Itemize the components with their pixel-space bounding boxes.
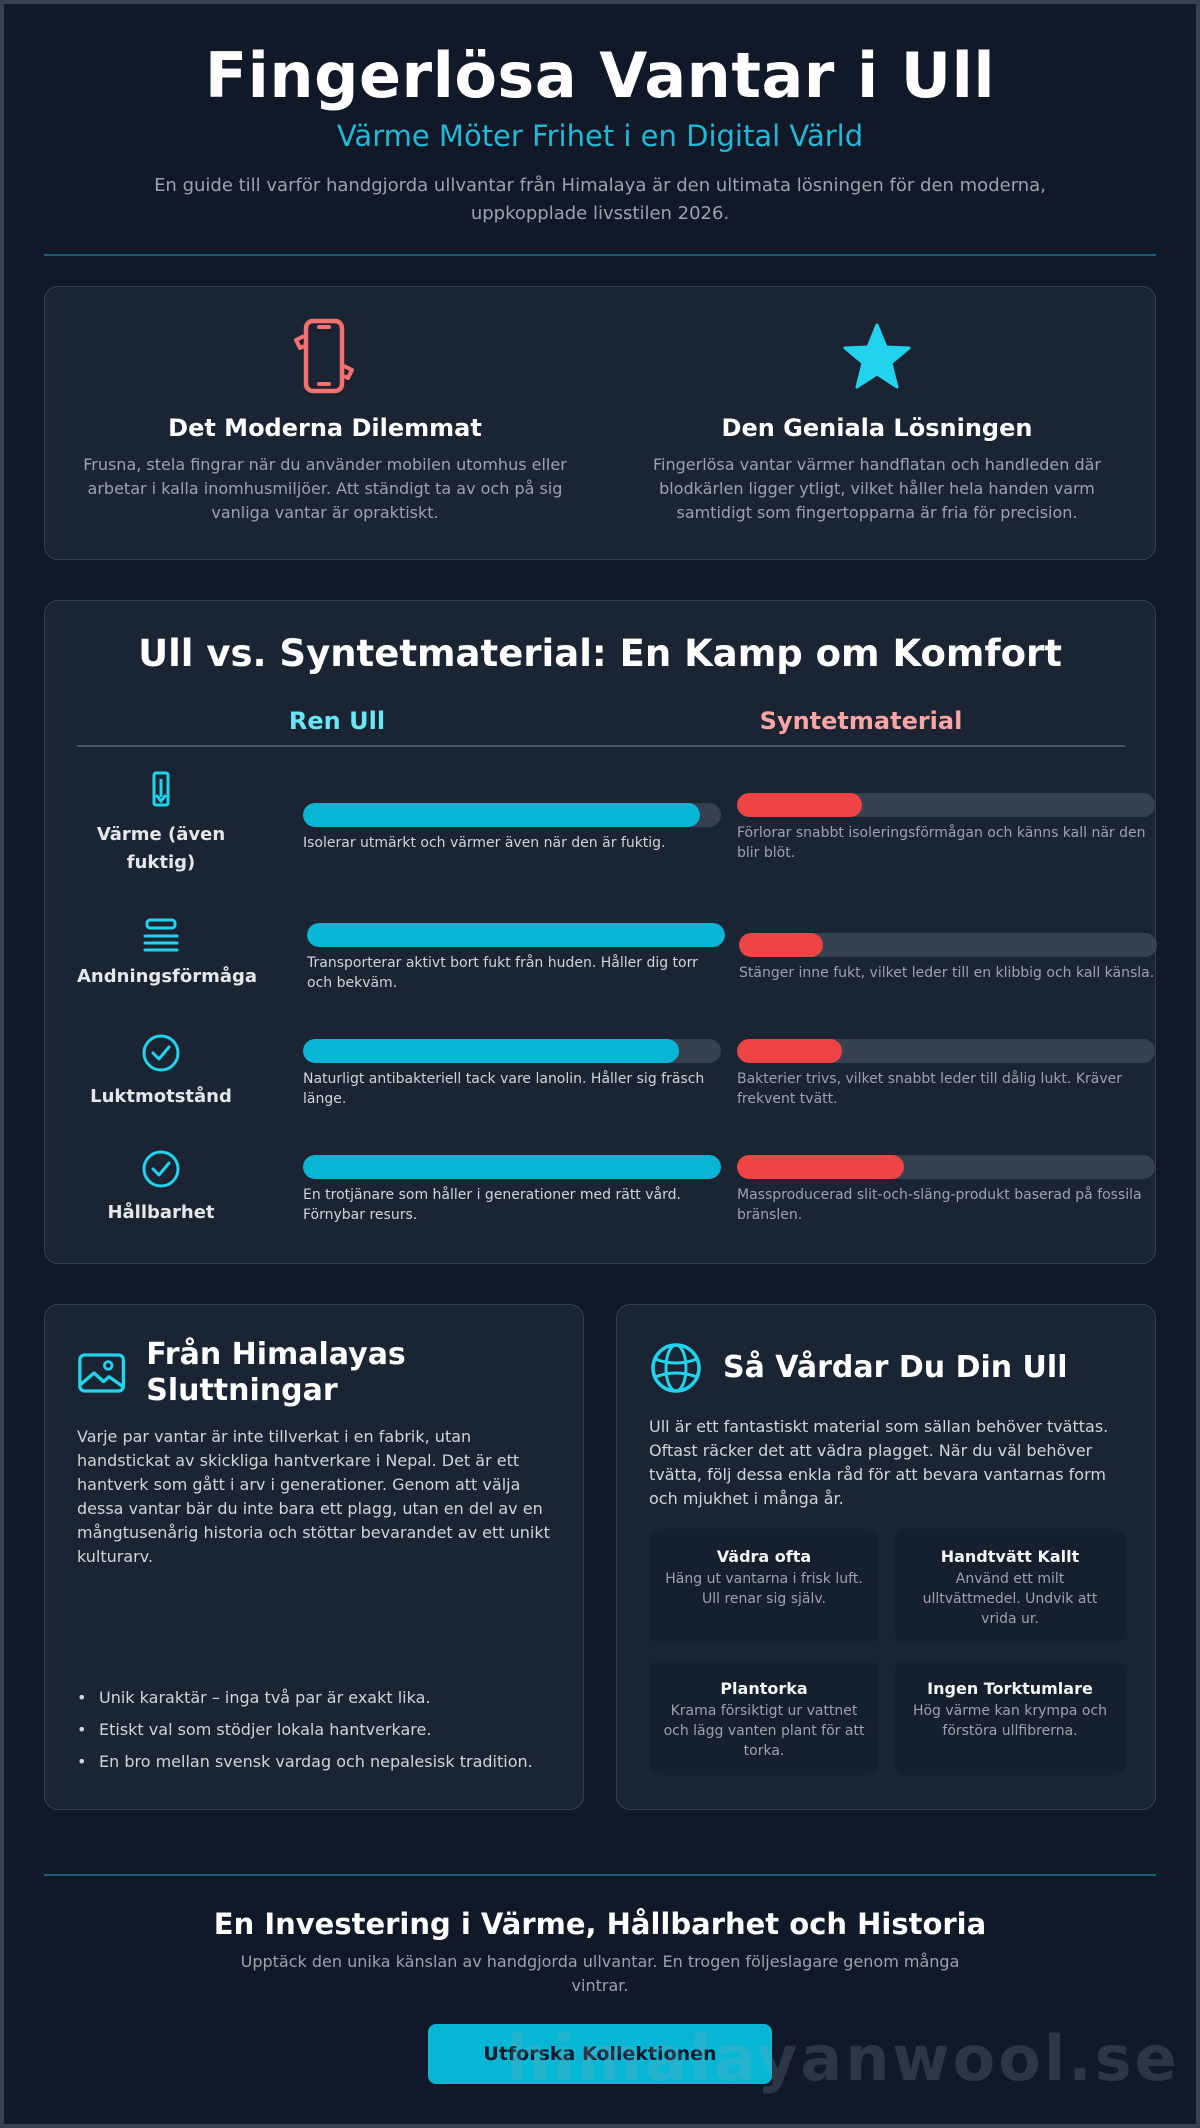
image-icon xyxy=(78,1353,126,1393)
care-tip: Handtvätt Kallt Använd ett milt ulltvätt… xyxy=(895,1529,1125,1643)
care-card: Så Vårdar Du Din Ull Ull är ett fantasti… xyxy=(616,1304,1156,1810)
synthetic-bar xyxy=(737,1155,1155,1179)
wool-description: Transporterar aktivt bort fukt från hude… xyxy=(307,955,698,991)
wool-cell: Isolerar utmärkt och värmer även när den… xyxy=(303,803,721,853)
row-label-text: Andningsförmåga xyxy=(77,966,258,987)
wool-bar xyxy=(303,803,721,827)
star-icon xyxy=(627,317,1127,397)
origin-card: Från Himalayas Sluttningar Varje par van… xyxy=(44,1304,584,1810)
comparison-card: Ull vs. Syntetmaterial: En Kamp om Komfo… xyxy=(44,600,1157,1264)
list-item: Etiskt val som stödjer lokala hantverkar… xyxy=(77,1719,553,1741)
wool-bar xyxy=(303,1039,721,1063)
synthetic-bar xyxy=(739,933,1157,957)
solution-text: Fingerlösa vantar värmer handflatan och … xyxy=(652,455,1102,522)
care-tip: Plantorka Krama försiktigt ur vattnet oc… xyxy=(649,1661,879,1775)
care-tip: Vädra ofta Häng ut vantarna i frisk luft… xyxy=(649,1529,879,1643)
wool-bar-fill xyxy=(307,923,725,947)
origin-heading: Från Himalayas Sluttningar xyxy=(77,1337,583,1409)
explore-collection-button[interactable]: Utforska Kollektionen xyxy=(428,2024,772,2084)
wool-description: Naturligt antibakteriell tack vare lanol… xyxy=(303,1071,705,1107)
page-content: Fingerlösa Vantar i Ull Värme Möter Frih… xyxy=(44,0,1177,2095)
care-text: Ull är ett fantastiskt material som säll… xyxy=(649,1417,1109,1508)
synthetic-bar xyxy=(737,793,1155,817)
cta-divider xyxy=(44,1874,1156,1876)
solution-column: Den Geniala Lösningen Fingerlösa vantar … xyxy=(627,317,1127,525)
problem-column: Det Moderna Dilemmat Frusna, stela fingr… xyxy=(75,317,575,525)
synthetic-bar-fill xyxy=(739,933,823,957)
origin-text: Varje par vantar är inte tillverkat i en… xyxy=(77,1427,550,1566)
synthetic-cell: Massproducerad slit-och-släng-produkt ba… xyxy=(737,1155,1155,1225)
list-item: Unik karaktär – inga två par är exakt li… xyxy=(77,1687,553,1709)
smartphone-icon xyxy=(75,317,575,397)
check-circle-icon xyxy=(142,1150,180,1188)
care-heading: Så Vårdar Du Din Ull xyxy=(649,1341,1068,1395)
tip-title: Plantorka xyxy=(720,1679,808,1698)
synthetic-bar-fill xyxy=(737,793,863,817)
wool-column-header: Ren Ull xyxy=(288,707,386,735)
check-circle-icon xyxy=(142,1034,180,1072)
wool-description: En trotjänare som håller i generationer … xyxy=(303,1187,681,1223)
row-label: Värme (även fuktig) xyxy=(77,771,245,877)
tip-title: Ingen Torktumlare xyxy=(927,1679,1093,1698)
thermometer-icon xyxy=(152,771,170,807)
wool-bar-fill xyxy=(303,1155,721,1179)
problem-text: Frusna, stela fingrar när du använder mo… xyxy=(83,455,567,522)
origin-title: Från Himalayas Sluttningar xyxy=(146,1337,406,1408)
tip-title: Handtvätt Kallt xyxy=(940,1547,1080,1566)
tip-text: Krama försiktigt ur vattnet och lägg van… xyxy=(663,1703,865,1759)
comparison-header: Ren Ull Syntetmaterial xyxy=(77,705,1125,747)
list-item: En bro mellan svensk vardag och nepalesi… xyxy=(77,1751,553,1773)
cta-title: En Investering i Värme, Hållbarhet och H… xyxy=(213,1907,987,1941)
cta-text: Upptäck den unika känslan av handgjorda … xyxy=(240,1952,960,1995)
row-label: Andningsförmåga xyxy=(77,917,258,991)
wool-bar-fill xyxy=(303,1039,680,1063)
synthetic-bar xyxy=(737,1039,1155,1063)
row-label-text: Värme (även fuktig) xyxy=(96,824,226,873)
problem-solution-card: Det Moderna Dilemmat Frusna, stela fingr… xyxy=(44,286,1156,560)
row-label: Hållbarhet xyxy=(77,1149,245,1227)
hero-header: Fingerlösa Vantar i Ull Värme Möter Frih… xyxy=(44,0,1156,256)
row-label: Luktmotstånd xyxy=(77,1033,245,1111)
page-intro: En guide till varför handgjorda ullvanta… xyxy=(154,175,1046,224)
synthetic-cell: Bakterier trivs, vilket snabbt leder til… xyxy=(737,1039,1155,1109)
wool-cell: En trotjänare som håller i generationer … xyxy=(303,1155,721,1225)
layers-icon xyxy=(143,918,179,952)
care-title: Så Vårdar Du Din Ull xyxy=(723,1350,1068,1385)
synthetic-description: Massproducerad slit-och-släng-produkt ba… xyxy=(737,1187,1142,1223)
wool-cell: Transporterar aktivt bort fukt från hude… xyxy=(307,923,725,993)
synthetic-description: Bakterier trivs, vilket snabbt leder til… xyxy=(737,1071,1122,1107)
synthetic-description: Förlorar snabbt isoleringsförmågan och k… xyxy=(737,825,1146,861)
wool-cell: Naturligt antibakteriell tack vare lanol… xyxy=(303,1039,721,1109)
wool-description: Isolerar utmärkt och värmer även när den… xyxy=(303,835,666,851)
synthetic-bar-fill xyxy=(737,1155,905,1179)
care-tip: Ingen Torktumlare Hög värme kan krympa o… xyxy=(895,1661,1125,1775)
synthetic-cell: Förlorar snabbt isoleringsförmågan och k… xyxy=(737,793,1155,863)
page-title: Fingerlösa Vantar i Ull xyxy=(204,39,996,112)
cta-section: En Investering i Värme, Hållbarhet och H… xyxy=(44,1904,1156,1998)
wool-bar-fill xyxy=(303,803,701,827)
tip-text: Häng ut vantarna i frisk luft. Ull renar… xyxy=(665,1571,863,1607)
wool-bar xyxy=(303,1155,721,1179)
synthetic-description: Stänger inne fukt, vilket leder till en … xyxy=(739,965,1155,981)
tip-text: Använd ett milt ulltvättmedel. Undvik at… xyxy=(922,1571,1098,1627)
solution-title: Den Geniala Lösningen xyxy=(721,414,1033,442)
wool-bar xyxy=(307,923,725,947)
tip-text: Hög värme kan krympa och förstöra ullfib… xyxy=(912,1703,1108,1739)
header-divider xyxy=(44,254,1156,256)
row-label-text: Hållbarhet xyxy=(107,1202,215,1223)
tip-title: Vädra ofta xyxy=(716,1547,812,1566)
synthetic-bar-fill xyxy=(737,1039,842,1063)
page-subtitle: Värme Möter Frihet i en Digital Värld xyxy=(336,119,864,153)
problem-title: Det Moderna Dilemmat xyxy=(168,414,482,442)
globe-icon xyxy=(651,1343,701,1393)
comparison-title: Ull vs. Syntetmaterial: En Kamp om Komfo… xyxy=(138,632,1062,675)
row-label-text: Luktmotstånd xyxy=(90,1086,232,1107)
origin-bullet-list: Unik karaktär – inga två par är exakt li… xyxy=(77,1687,553,1783)
synthetic-column-header: Syntetmaterial xyxy=(759,707,963,735)
synthetic-cell: Stänger inne fukt, vilket leder till en … xyxy=(739,933,1157,983)
